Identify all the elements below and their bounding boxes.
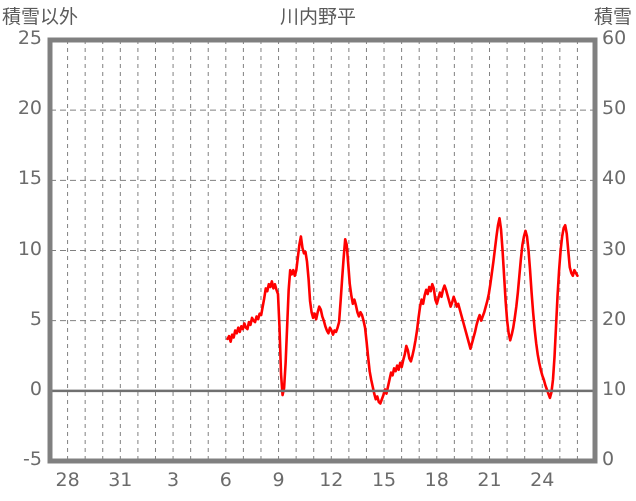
y-axis-tick-label: 25 xyxy=(17,27,42,49)
x-axis-tick-label: 18 xyxy=(424,469,449,491)
page-title: 川内野平 xyxy=(279,6,356,28)
x-axis-tick-label: 24 xyxy=(530,469,555,491)
y-axis-tick-label: 20 xyxy=(17,97,42,120)
y-axis-tick-label: 10 xyxy=(17,237,42,260)
x-axis-tick-label: 3 xyxy=(167,469,180,491)
y2-axis-tick-label: 40 xyxy=(602,167,627,190)
x-axis-tick-label: 9 xyxy=(272,469,285,491)
y2-axis-tick-label: 30 xyxy=(602,237,627,260)
series-line-積雪以外 xyxy=(226,216,579,405)
x-axis-tick-label: 31 xyxy=(108,469,133,491)
x-axis-tick-label: 12 xyxy=(319,469,344,491)
grid-layer xyxy=(50,40,595,461)
x-axis-tick-label: 6 xyxy=(219,469,232,491)
x-axis-tick-label: 15 xyxy=(371,469,397,491)
y-axis-tick-label: 15 xyxy=(17,167,42,190)
right-axis-unit-label: 積雪 xyxy=(593,6,632,28)
series-layer xyxy=(226,216,583,463)
x-axis-tick-label: 21 xyxy=(477,469,502,491)
axis-frame xyxy=(47,37,598,464)
y-axis-tick-label: 5 xyxy=(29,307,42,330)
y2-axis-tick-label: 60 xyxy=(602,27,627,49)
x-axis-tick-label: 28 xyxy=(55,469,80,491)
y2-axis-tick-label: 10 xyxy=(602,377,627,400)
y2-axis-tick-label: 0 xyxy=(602,448,615,470)
y-axis-tick-label: -5 xyxy=(23,448,42,470)
left-axis-unit-label: 積雪以外 xyxy=(2,6,79,28)
y2-axis-tick-label: 20 xyxy=(602,307,627,330)
y-axis-tick-label: 0 xyxy=(29,377,42,400)
plot-frame xyxy=(47,37,598,464)
y2-axis-tick-label: 50 xyxy=(602,97,627,120)
